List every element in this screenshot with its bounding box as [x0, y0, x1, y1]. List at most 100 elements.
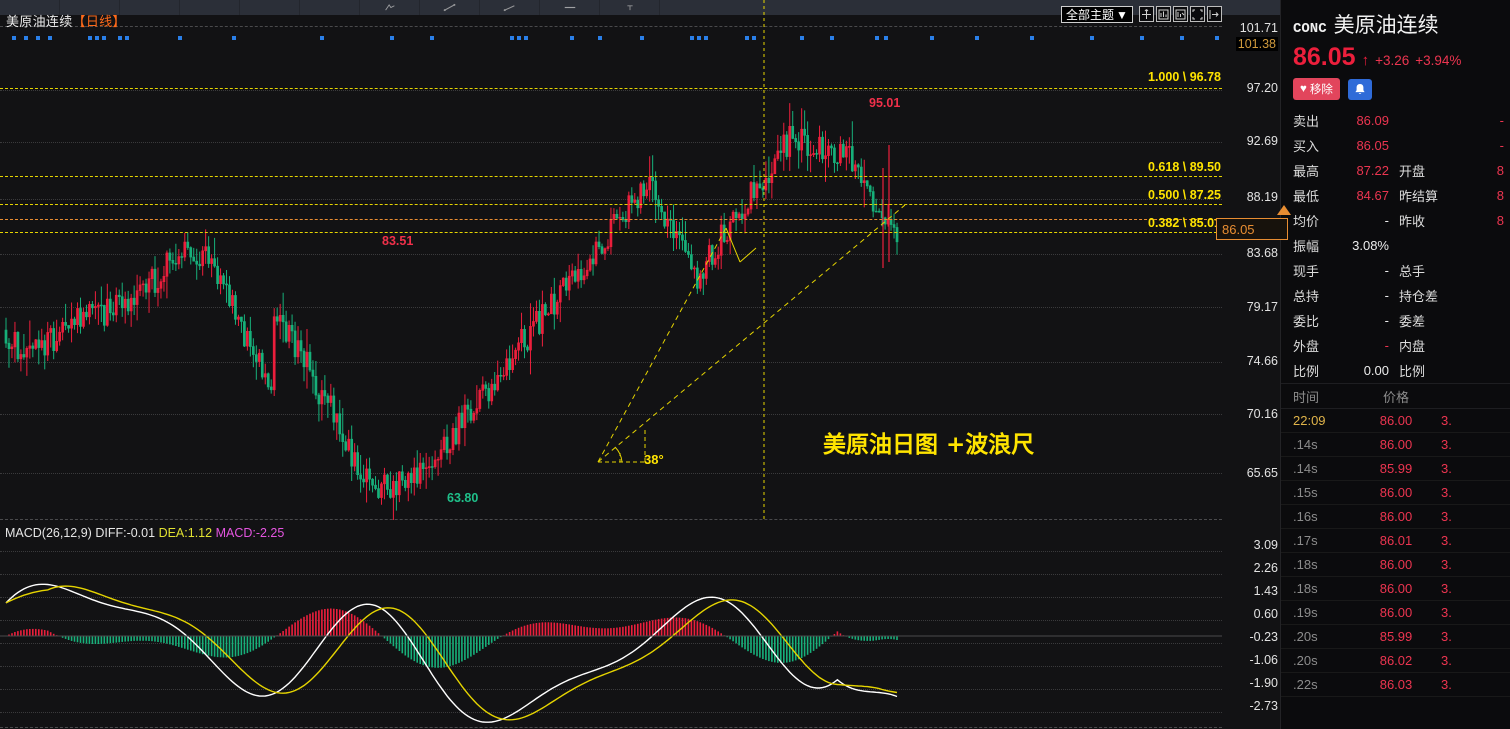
tick-header-price: 价格 [1382, 389, 1409, 405]
toolbar-text-icon[interactable] [600, 0, 660, 15]
quote-row-value: 0.00 [1363, 363, 1389, 378]
macd-series [0, 583, 1222, 723]
tick-row[interactable]: .14s 85.99 3. [1281, 457, 1510, 481]
macd-dea: DEA:1.12 [158, 526, 213, 540]
quote-row: 外盘 - 内盘 [1281, 333, 1510, 358]
signal-dot [430, 36, 434, 40]
alert-bell-button[interactable] [1347, 78, 1372, 100]
toolbar-cell-3[interactable] [120, 0, 180, 15]
gridline-97 [0, 90, 1222, 91]
expand-right-icon[interactable] [1207, 6, 1222, 22]
price-tick-1: 97.20 [1246, 81, 1278, 95]
toolbar-ray-icon[interactable] [480, 0, 540, 15]
heart-icon: ♥ [1300, 83, 1307, 95]
tick-row[interactable]: .19s 86.00 3. [1281, 601, 1510, 625]
macd-tick-1: 2.26 [1253, 561, 1278, 575]
chart-separator-bottom [0, 727, 1222, 728]
chart-window-controls[interactable] [1139, 6, 1222, 22]
toolbar-cell-2[interactable] [60, 0, 120, 15]
macd-gridline-5 [0, 643, 1222, 644]
tick-row[interactable]: .17s 86.01 3. [1281, 529, 1510, 553]
price-tick-top-overlay: 101.38 [1235, 37, 1278, 51]
fib-label-618: 0.618 \ 89.50 [1148, 160, 1221, 174]
tick-price: 85.99 [1379, 629, 1413, 644]
tick-price: 86.00 [1379, 557, 1413, 572]
gridline-88 [0, 199, 1222, 200]
quote-row: 均价 - 昨收 8 [1281, 208, 1510, 233]
theme-select[interactable]: 全部主题 ▼ [1061, 6, 1133, 23]
macd-tick-5: -1.06 [1249, 653, 1279, 667]
signal-marker-row [0, 34, 1225, 42]
quote-row-value: 86.05 [1356, 138, 1389, 153]
fib-label-382: 0.382 \ 85.01 [1148, 216, 1221, 230]
signal-dot [1215, 36, 1219, 40]
tick-price: 86.01 [1379, 533, 1413, 548]
tick-row[interactable]: .14s 86.00 3. [1281, 433, 1510, 457]
tick-time: .18s [1293, 581, 1318, 596]
angle-label: 38° [644, 452, 664, 467]
macd-tick-6: -1.90 [1249, 676, 1279, 690]
candle-path [882, 145, 890, 268]
quote-row: 总持 - 持仓差 [1281, 283, 1510, 308]
macd-diff-line [5, 583, 898, 723]
wave-seg-1[interactable] [725, 227, 741, 263]
tick-price: 86.02 [1379, 653, 1413, 668]
tick-time: .14s [1293, 437, 1318, 452]
signal-dot [517, 36, 521, 40]
remove-favorite-button[interactable]: ♥ 移除 [1293, 78, 1340, 100]
toolbar-trend-line-icon[interactable] [420, 0, 480, 15]
instrument-name: 美原油连续 [1333, 13, 1439, 37]
tick-time: 22:09 [1293, 413, 1326, 428]
tick-time: .20s [1293, 653, 1318, 668]
tick-row[interactable]: .16s 86.00 3. [1281, 505, 1510, 529]
gridline-65 [0, 473, 1222, 474]
drawing-overlay[interactable] [0, 0, 1222, 520]
signal-dot [704, 36, 708, 40]
quote-row-label2: 昨结算 [1399, 189, 1439, 204]
tick-row[interactable]: .20s 85.99 3. [1281, 625, 1510, 649]
quote-row-value: - [1384, 288, 1389, 303]
macd-diff: DIFF:-0.01 [95, 526, 156, 540]
toolbar-cell-4[interactable] [180, 0, 240, 15]
macd-dea-line [5, 585, 898, 721]
tick-time: .18s [1293, 557, 1318, 572]
chart-layout-icon[interactable] [1156, 6, 1171, 22]
fib-line-618 [0, 176, 1222, 177]
tick-row[interactable]: .20s 86.02 3. [1281, 649, 1510, 673]
tick-volume: 3. [1441, 413, 1452, 428]
chart-toolbar[interactable] [0, 0, 1280, 15]
toolbar-cursor-icon[interactable] [360, 0, 420, 15]
toolbar-cell-1[interactable] [0, 0, 60, 15]
signal-dot [1140, 36, 1144, 40]
chart-area[interactable]: 全部主题 ▼ 美原油连续【日线】 [0, 0, 1291, 729]
chart-split-icon[interactable] [1173, 6, 1188, 22]
signal-dot [884, 36, 888, 40]
toolbar-cell-6[interactable] [300, 0, 360, 15]
quote-actions[interactable]: ♥ 移除 [1281, 72, 1510, 100]
wave-ruler-upper[interactable] [597, 227, 727, 463]
move-crosshair-icon[interactable] [1139, 6, 1154, 22]
wave-ruler-lower[interactable] [597, 204, 906, 463]
signal-dot [975, 36, 979, 40]
tick-row[interactable]: .22s 86.03 3. [1281, 673, 1510, 697]
toolbar-horizontal-line-icon[interactable] [540, 0, 600, 15]
macd-tick-3: 0.60 [1253, 607, 1278, 621]
toolbar-cell-5[interactable] [240, 0, 300, 15]
quote-row: 振幅 3.08% [1281, 233, 1510, 258]
tick-time: .22s [1293, 677, 1318, 692]
tick-row[interactable]: 22:09 86.00 3. [1281, 409, 1510, 433]
quote-row-value2: - [1499, 113, 1504, 128]
last-price-tag[interactable]: 86.05 [1216, 218, 1288, 240]
macd-tick-4: -0.23 [1249, 630, 1279, 644]
tick-row[interactable]: .18s 86.00 3. [1281, 577, 1510, 601]
signal-dot [524, 36, 528, 40]
fullscreen-icon[interactable] [1190, 6, 1205, 22]
tick-table-body[interactable]: 22:09 86.00 3. .14s 86.00 3. .14s 85.99 3. .15s 86… [1281, 409, 1510, 697]
wave-seg-2[interactable] [739, 247, 757, 263]
tick-row[interactable]: .15s 86.00 3. [1281, 481, 1510, 505]
price-axis[interactable]: 101.71 101.38 97.20 92.69 88.19 83.68 79… [1222, 15, 1280, 729]
signal-dot [1180, 36, 1184, 40]
tick-row[interactable]: .18s 86.00 3. [1281, 553, 1510, 577]
signal-dot [12, 36, 16, 40]
quote-panel: CONC 美原油连续 86.05 ↑ +3.26 +3.94% ♥ 移除 卖出 8… [1280, 0, 1510, 729]
